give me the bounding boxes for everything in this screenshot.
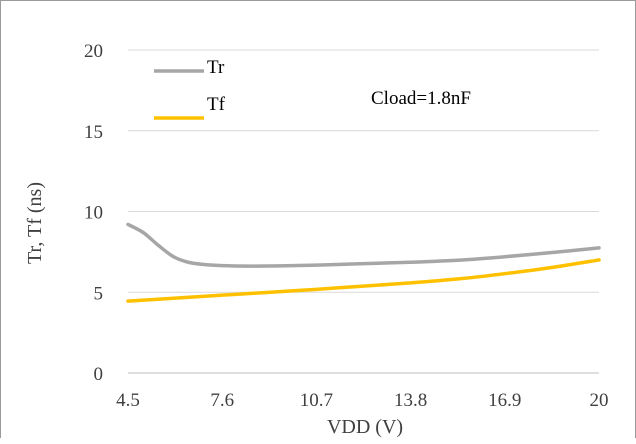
x-tick-label-3: 13.8 (394, 390, 427, 411)
legend-label-tr: Tr (207, 57, 225, 78)
y-tick-labels: 0 5 10 15 20 (84, 41, 103, 385)
y-tick-label-4: 20 (84, 41, 103, 62)
x-tick-label-5: 20 (590, 390, 609, 411)
series-line-tr (126, 222, 601, 268)
x-tick-labels: 4.5 7.6 10.7 13.8 16.9 20 (116, 390, 608, 411)
x-tick-label-1: 7.6 (210, 390, 234, 411)
cload-annotation: Cload=1.8nF (371, 88, 471, 109)
legend: Tr Tf (154, 57, 226, 120)
series-line-tf (126, 258, 601, 303)
y-tick-label-3: 15 (84, 122, 103, 143)
gridlines (128, 49, 599, 293)
y-axis-title: Tr, Tf (ns) (24, 182, 46, 264)
legend-label-tf: Tf (207, 94, 226, 115)
x-tick-label-2: 10.7 (300, 390, 333, 411)
series-layer (126, 222, 601, 303)
y-tick-label-2: 10 (84, 203, 103, 224)
x-tick-label-4: 16.9 (488, 390, 521, 411)
y-tick-label-1: 5 (94, 283, 104, 304)
x-axis-title: VDD (V) (327, 416, 403, 438)
y-tick-label-0: 0 (94, 364, 104, 385)
x-tick-label-0: 4.5 (116, 390, 140, 411)
